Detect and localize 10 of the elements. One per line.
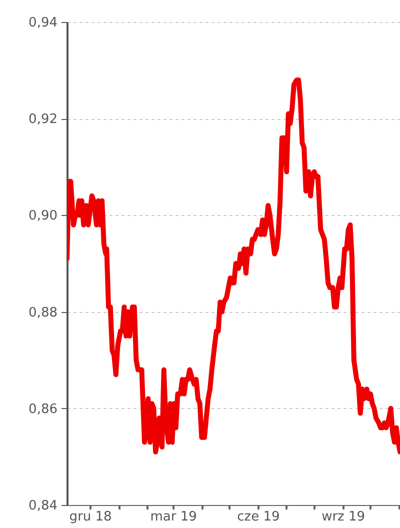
- y-tick-label: 0,88: [28, 305, 58, 320]
- y-tick-label: 0,92: [28, 112, 58, 128]
- x-tick-label: wrz 19: [322, 510, 366, 524]
- y-tick-label: 0,84: [28, 498, 58, 514]
- y-tick-label: 0,86: [28, 402, 58, 417]
- y-tick-label: 0,94: [28, 16, 58, 30]
- y-tick-label: 0,90: [28, 208, 58, 224]
- x-tick-label: gru 18: [69, 510, 112, 524]
- x-tick-label: cze 19: [237, 510, 280, 524]
- x-tick-label: mar 19: [150, 510, 197, 524]
